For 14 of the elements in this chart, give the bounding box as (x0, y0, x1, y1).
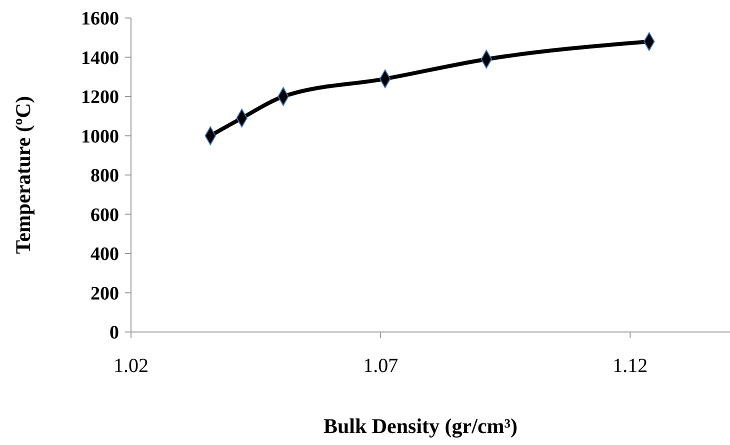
y-tick-label: 200 (90, 283, 119, 304)
y-tick-label: 400 (90, 244, 119, 266)
x-axis-title: Bulk Density (gr/cm³) (323, 414, 518, 438)
y-tick-label: 1200 (81, 87, 119, 108)
y-tick-label: 1400 (81, 48, 119, 69)
y-tick-label: 1000 (81, 126, 119, 148)
x-tick-label: 1.07 (363, 355, 398, 377)
y-tick-label: 0 (110, 322, 119, 344)
x-tick-label: 1.12 (612, 355, 648, 377)
y-axis-title: Temperature (ºC) (11, 96, 35, 254)
y-tick-label: 600 (90, 204, 119, 226)
y-tick-label: 1600 (81, 8, 119, 30)
y-tick-label: 800 (90, 166, 119, 187)
x-tick-label: 1.02 (114, 355, 148, 377)
